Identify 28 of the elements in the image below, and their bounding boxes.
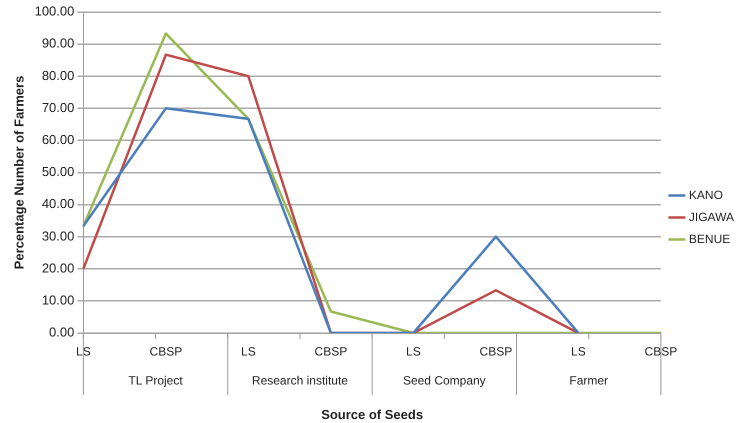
y-tick-label: 50.00 bbox=[42, 164, 74, 180]
x-tick-label: CBSP bbox=[314, 344, 348, 359]
y-tick-label: 0.00 bbox=[49, 324, 74, 340]
y-tick-label: 80.00 bbox=[42, 68, 74, 83]
x-tick-label: LS bbox=[571, 344, 586, 359]
x-tick-label: CBSP bbox=[644, 344, 678, 359]
y-axis-title: Percentage Number of Farmers bbox=[11, 76, 26, 270]
y-tick-label: 60.00 bbox=[42, 132, 74, 147]
x-tick-label: CBSP bbox=[150, 344, 182, 359]
x-tick-label: LS bbox=[406, 344, 421, 359]
y-tick-label: 40.00 bbox=[42, 196, 74, 212]
y-tick-label: 100.00 bbox=[34, 4, 74, 19]
y-tick-label: 30.00 bbox=[42, 228, 74, 244]
y-tick-label: 90.00 bbox=[42, 36, 74, 51]
x-axis-title: Source of Seeds bbox=[321, 406, 424, 422]
y-tick-label: 10.00 bbox=[42, 292, 74, 308]
x-tick-label: LS bbox=[76, 344, 91, 359]
legend-label: BENUE bbox=[688, 232, 730, 246]
text: Farmer bbox=[569, 373, 608, 388]
text: Seed Company bbox=[402, 373, 486, 388]
x-tick-label: CBSP bbox=[480, 344, 512, 359]
legend-label: JIGAWA bbox=[688, 210, 734, 224]
x-tick-label: LS bbox=[241, 344, 256, 359]
legend-label: KANO bbox=[688, 188, 723, 202]
y-tick-label: 20.00 bbox=[42, 260, 74, 276]
text: TL Project bbox=[128, 373, 184, 388]
text: Research institute bbox=[252, 373, 348, 388]
y-tick-label: 70.00 bbox=[42, 100, 74, 115]
